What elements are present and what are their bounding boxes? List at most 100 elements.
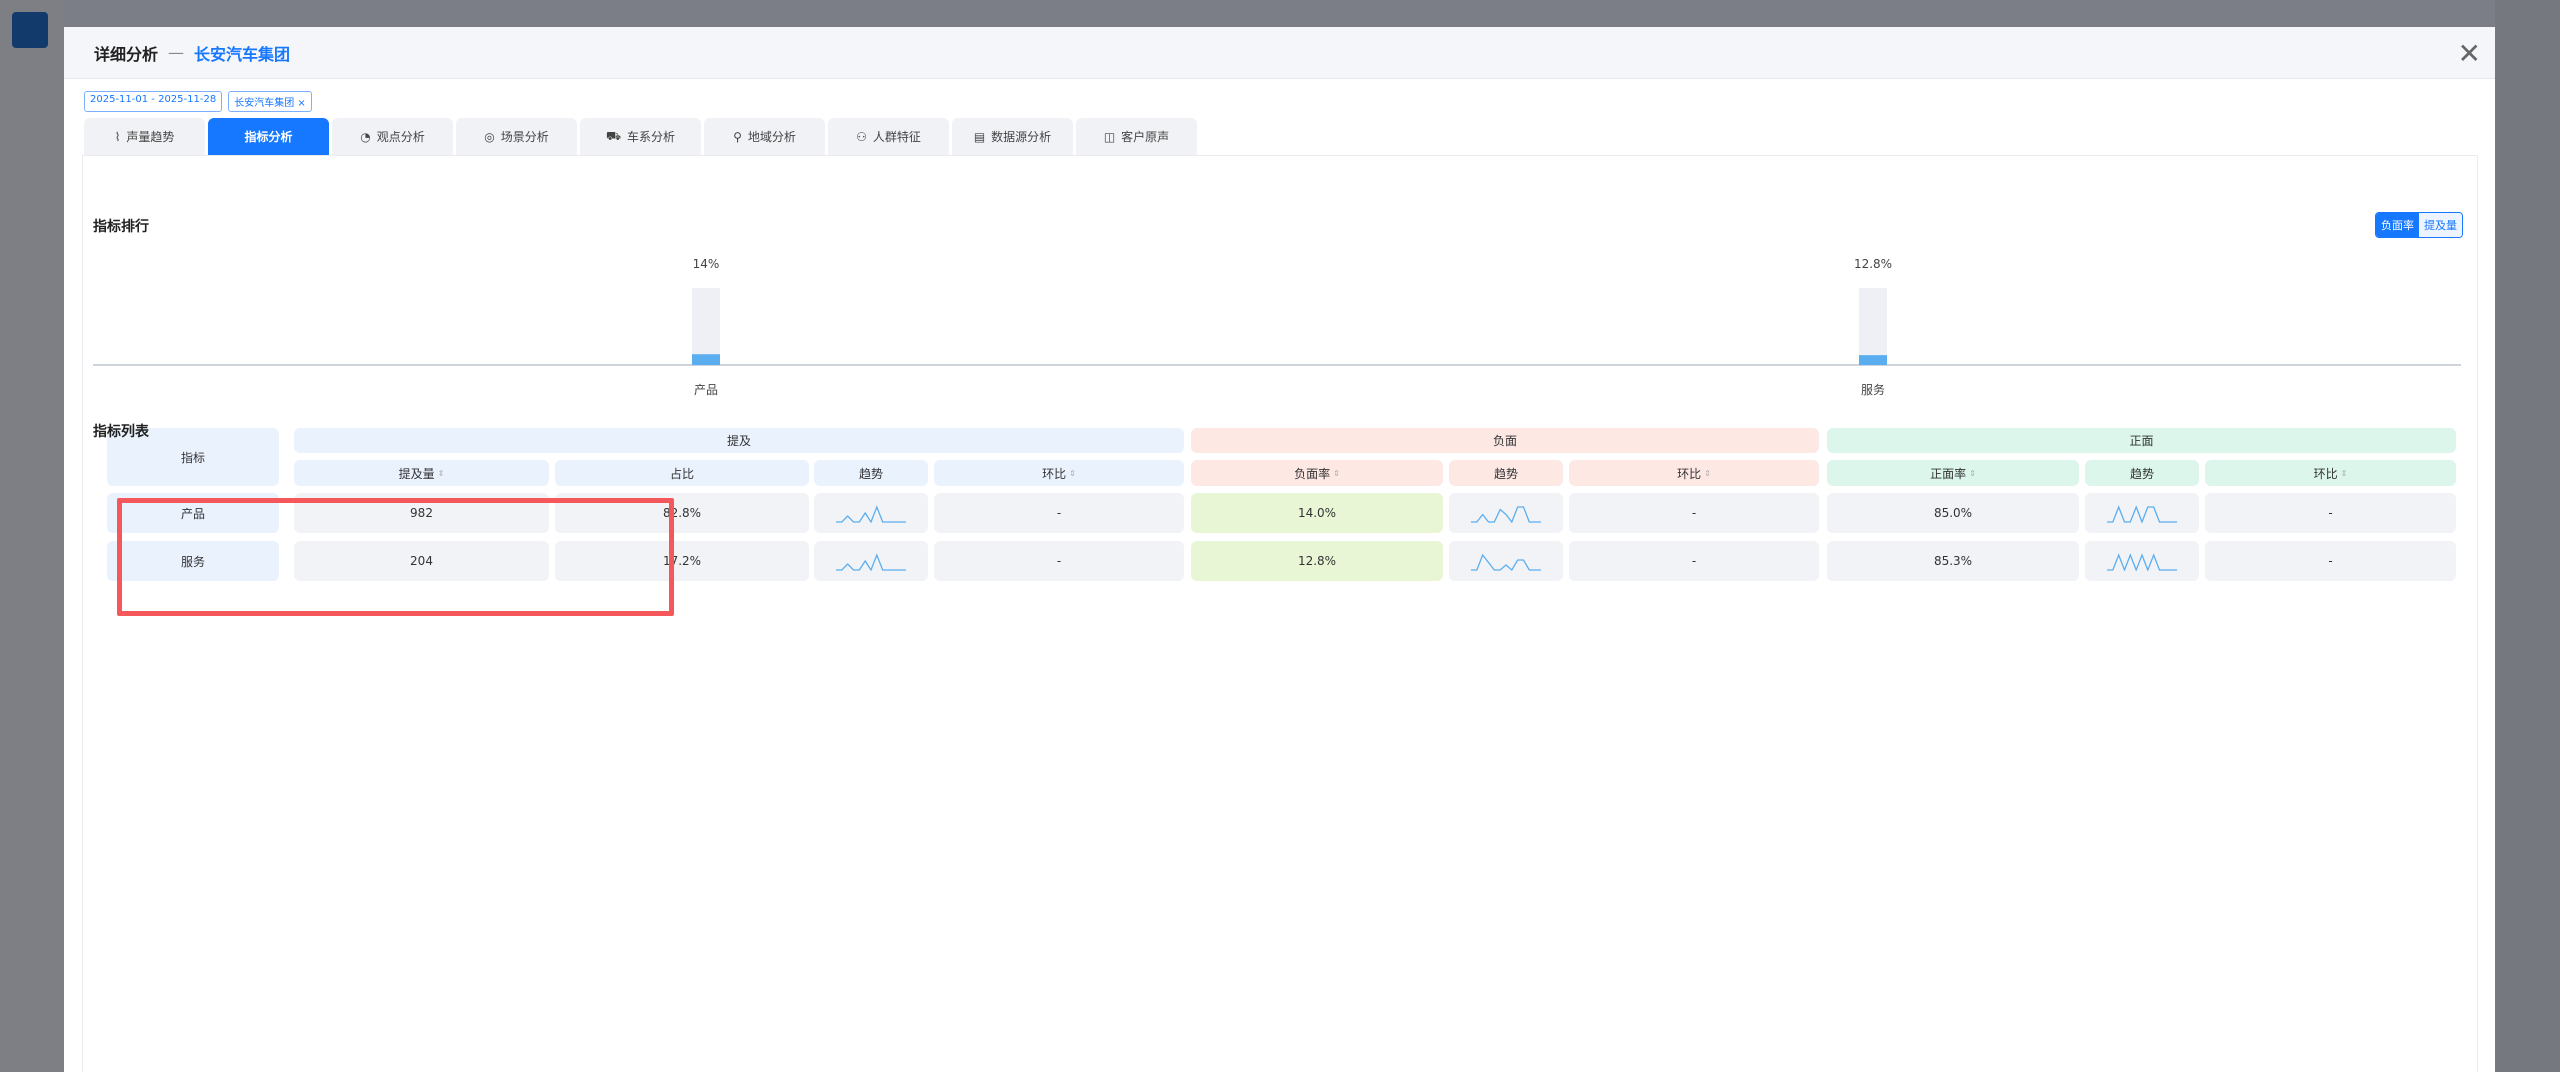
bar-track <box>1859 288 1887 365</box>
cell-text: 环比 <box>1042 466 1067 481</box>
sparkline-chart <box>836 505 906 523</box>
sparkline-line <box>1471 553 1541 571</box>
cell-text: 204 <box>410 554 433 568</box>
cell-text: 服务 <box>180 554 205 569</box>
sparkline-line <box>2107 553 2177 571</box>
column-header-pos_rate[interactable]: 正面率 ⇕ <box>1827 460 2079 486</box>
bar-产品 <box>692 354 720 365</box>
modal-header: 详细分析 — 长安汽车集团 <box>64 27 2495 79</box>
cell-text: 提及 <box>726 434 751 448</box>
sparkline-line <box>836 505 906 523</box>
column-header-mom[interactable]: 环比 ⇕ <box>2205 460 2456 486</box>
date-range-tag: 2025-11-01 - 2025-11-28 <box>84 91 223 112</box>
column-header-mom[interactable]: 环比 ⇕ <box>1569 460 1819 486</box>
cell-text: 趋势 <box>1493 466 1518 481</box>
scene-icon: ◎ <box>484 129 495 144</box>
cell-negative-rate: 12.8% <box>1191 541 1443 581</box>
line-chart-icon: ⌇ <box>114 129 121 144</box>
tab-0[interactable]: ⌇ 声量趋势 <box>84 118 205 155</box>
tab-5[interactable]: ⚲ 地域分析 <box>704 118 825 155</box>
header-negative: 负面 <box>1191 428 1819 453</box>
tab-4[interactable]: ⛟ 车系分析 <box>580 118 701 155</box>
sort-icon[interactable]: ⇕ <box>1069 468 1076 478</box>
cell-text: 指标 <box>180 450 205 465</box>
cell-text: 85.3% <box>1933 554 1973 568</box>
cell-mom-positive: - <box>2205 493 2456 533</box>
sparkline-line <box>1471 506 1541 523</box>
cell-text: 提及量 <box>398 466 435 481</box>
cell-text: - <box>2328 554 2333 568</box>
category-label: 产品 <box>694 383 718 397</box>
tab-panel: 14% 产品 12.8% 服务 指标 提及 负面 正面 提及量 ⇕ 占比 趋势 环比 ⇕ 负面率 ⇕ 趋势 环比… <box>82 155 2478 1072</box>
tab-3[interactable]: ◎ 场景分析 <box>456 118 577 155</box>
ranking-bar-chart: 14% 产品 12.8% 服务 <box>93 257 2461 397</box>
cell-positive-rate: 85.0% <box>1827 493 2079 533</box>
tab-label: 人群特征 <box>872 130 921 144</box>
trend-sparkline-positive <box>2085 541 2199 581</box>
data-label: 14% <box>693 257 720 271</box>
toggle-mention-count[interactable]: 提及量 <box>2419 213 2462 237</box>
column-header-mention_count[interactable]: 提及量 ⇕ <box>294 460 549 486</box>
trend-sparkline-negative <box>1449 493 1563 533</box>
tab-6[interactable]: ⚇ 人群特征 <box>828 118 949 155</box>
background-header <box>64 0 2560 27</box>
row-indicator-name: 服务 <box>107 541 279 581</box>
cell-text: - <box>1056 506 1062 520</box>
metric-toggle: 负面率 提及量 <box>2375 212 2463 238</box>
tab-8[interactable]: ◫ 客户原声 <box>1076 118 1197 155</box>
remove-tag-icon[interactable]: × <box>297 98 306 109</box>
cell-mention-count: 204 <box>294 541 549 581</box>
toggle-negative-rate[interactable]: 负面率 <box>2376 213 2419 237</box>
tab-7[interactable]: ▤ 数据源分析 <box>952 118 1073 155</box>
sparkline-chart <box>1471 553 1541 571</box>
group-tag: 长安汽车集团 × <box>228 91 312 112</box>
cell-text: 趋势 <box>858 466 883 481</box>
cell-text: - <box>1691 506 1697 520</box>
column-header-mom[interactable]: 环比 ⇕ <box>934 460 1184 486</box>
app-logo <box>12 12 48 48</box>
sort-icon[interactable]: ⇕ <box>1704 468 1711 478</box>
tab-label: 声量趋势 <box>126 130 175 144</box>
cell-text: 占比 <box>669 466 694 481</box>
location-icon: ⚲ <box>733 129 742 144</box>
cell-text: 12.8% <box>1297 554 1337 568</box>
group-tag-label: 长安汽车集团 <box>234 98 295 109</box>
sort-icon[interactable]: ⇕ <box>2340 468 2348 478</box>
sparkline-line <box>836 553 906 571</box>
header-mention: 提及 <box>294 428 1184 453</box>
cell-text: - <box>1056 554 1062 568</box>
sort-icon[interactable]: ⇕ <box>1969 468 1976 478</box>
cell-text: 正面率 <box>1930 466 1967 481</box>
cell-text: 产品 <box>180 506 205 521</box>
analysis-tabs: ⌇ 声量趋势 指标分析 ◔ 观点分析 ◎ 场景分析 ⛟ 车系分析 ⚲ 地域分析 ⚇ 人群特征 ▤ 数据源分析… <box>84 118 1197 155</box>
tab-label: 指标分析 <box>244 130 293 144</box>
cell-mom-mention: - <box>934 493 1184 533</box>
trend-sparkline-mention <box>814 541 928 581</box>
bar-track <box>692 288 720 365</box>
modal-subtitle: 长安汽车集团 <box>194 44 291 64</box>
column-header-trend: 趋势 <box>814 460 928 486</box>
header-positive: 正面 <box>1827 428 2456 453</box>
sort-icon[interactable]: ⇕ <box>1333 468 1340 478</box>
cell-positive-rate: 85.3% <box>1827 541 2079 581</box>
cell-text: 负面 <box>1492 434 1517 448</box>
car-icon: ⛟ <box>605 128 622 143</box>
background-content <box>2495 0 2560 1072</box>
tab-label: 观点分析 <box>376 130 425 144</box>
sort-icon[interactable]: ⇕ <box>437 468 445 478</box>
close-icon[interactable]: ✕ <box>2457 37 2481 70</box>
column-header-share: 占比 <box>555 460 809 486</box>
sparkline-chart <box>1471 506 1541 523</box>
column-header-neg_rate[interactable]: 负面率 ⇕ <box>1191 460 1443 486</box>
tab-2[interactable]: ◔ 观点分析 <box>332 118 453 155</box>
cell-text: 负面率 <box>1294 466 1331 481</box>
trend-sparkline-positive <box>2085 493 2199 533</box>
tab-1[interactable]: 指标分析 <box>208 118 329 155</box>
background-sidebar <box>0 0 64 1072</box>
data-label: 12.8% <box>1854 257 1892 271</box>
cell-mom-negative: - <box>1569 541 1819 581</box>
category-label: 服务 <box>1861 382 1885 397</box>
trend-sparkline-negative <box>1449 541 1563 581</box>
modal-title: 详细分析 <box>94 44 159 64</box>
trend-sparkline-mention <box>814 493 928 533</box>
